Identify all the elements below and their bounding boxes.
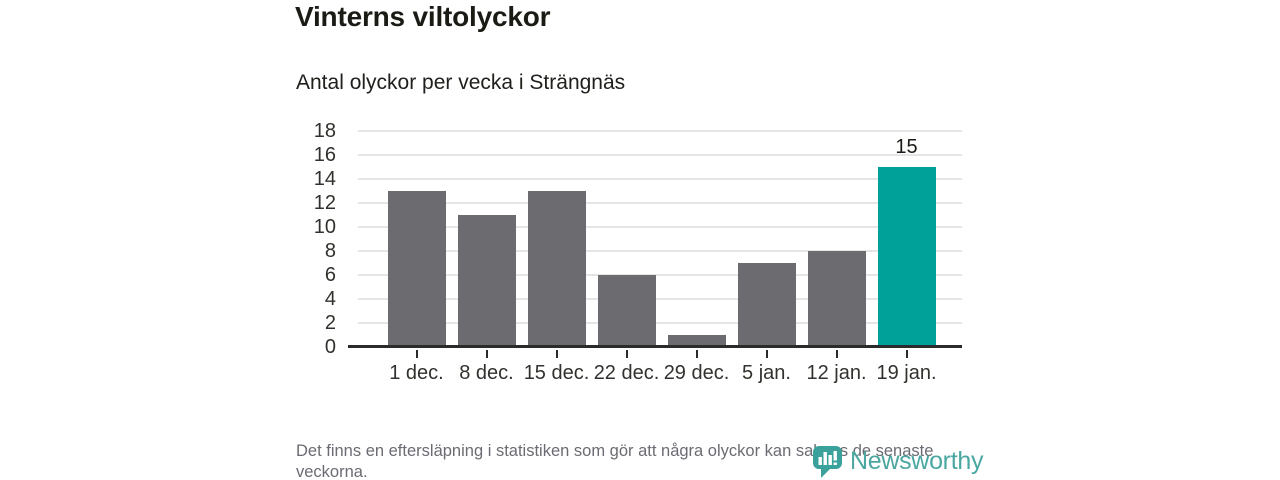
chart-title: Vinterns viltolyckor bbox=[295, 1, 551, 32]
y-tick-label: 4 bbox=[324, 288, 336, 310]
x-tick-label: 19 jan. bbox=[876, 362, 937, 384]
x-tick bbox=[485, 350, 488, 358]
x-tick bbox=[765, 350, 768, 358]
gridline bbox=[358, 154, 962, 156]
bar bbox=[597, 275, 656, 347]
y-tick-label: 12 bbox=[313, 192, 336, 214]
bar bbox=[667, 335, 726, 347]
gridline bbox=[358, 178, 962, 180]
bar bbox=[457, 215, 516, 347]
bar bbox=[387, 191, 446, 347]
x-tick-label: 1 dec. bbox=[389, 362, 444, 384]
gridline bbox=[358, 202, 962, 204]
y-tick-label: 10 bbox=[313, 216, 336, 238]
x-tick bbox=[415, 350, 418, 358]
y-tick-label: 2 bbox=[324, 312, 336, 334]
footer-note: Det finns en eftersläpning i statistiken… bbox=[296, 442, 934, 480]
bar-highlighted bbox=[877, 167, 936, 347]
y-tick-label: 0 bbox=[324, 336, 336, 358]
x-tick-label: 5 jan. bbox=[742, 362, 791, 384]
y-tick-label: 14 bbox=[313, 168, 336, 190]
x-tick bbox=[625, 350, 628, 358]
x-axis-line bbox=[348, 345, 962, 348]
gridline bbox=[358, 250, 962, 252]
newsworthy-logo-icon bbox=[813, 446, 842, 478]
gridline bbox=[358, 130, 962, 132]
x-tick-label: 12 jan. bbox=[806, 362, 867, 384]
x-axis: 1 dec. 8 dec. 15 dec. 22 dec. 29 dec. 5 jan. 1… bbox=[358, 349, 962, 393]
y-tick-label: 16 bbox=[313, 144, 336, 166]
x-tick bbox=[555, 350, 558, 358]
plot-area: 15 bbox=[348, 130, 962, 348]
gridline bbox=[358, 298, 962, 300]
x-tick bbox=[695, 350, 698, 358]
x-tick-label: 29 dec. bbox=[663, 362, 730, 384]
y-axis: 0 2 4 6 8 10 12 14 16 18 bbox=[280, 121, 346, 357]
x-tick-label: 22 dec. bbox=[593, 362, 660, 384]
bar bbox=[807, 251, 866, 347]
newsworthy-logo-text: Newsworthy bbox=[850, 446, 984, 475]
y-tick-label: 18 bbox=[313, 120, 336, 142]
x-tick bbox=[835, 350, 838, 358]
gridline bbox=[358, 274, 962, 276]
x-tick-label: 8 dec. bbox=[459, 362, 514, 384]
bar bbox=[737, 263, 796, 347]
x-tick-label: 15 dec. bbox=[523, 362, 590, 384]
x-tick bbox=[905, 350, 908, 358]
y-tick-label: 6 bbox=[324, 264, 336, 286]
y-tick-label: 8 bbox=[324, 240, 336, 262]
bar bbox=[527, 191, 586, 347]
bar-value-label: 15 bbox=[895, 136, 918, 158]
chart-subtitle: Antal olyckor per vecka i Strängnäs bbox=[296, 71, 626, 94]
gridline bbox=[358, 322, 962, 324]
newsworthy-logo: Newsworthy bbox=[811, 444, 983, 478]
gridline bbox=[358, 226, 962, 228]
